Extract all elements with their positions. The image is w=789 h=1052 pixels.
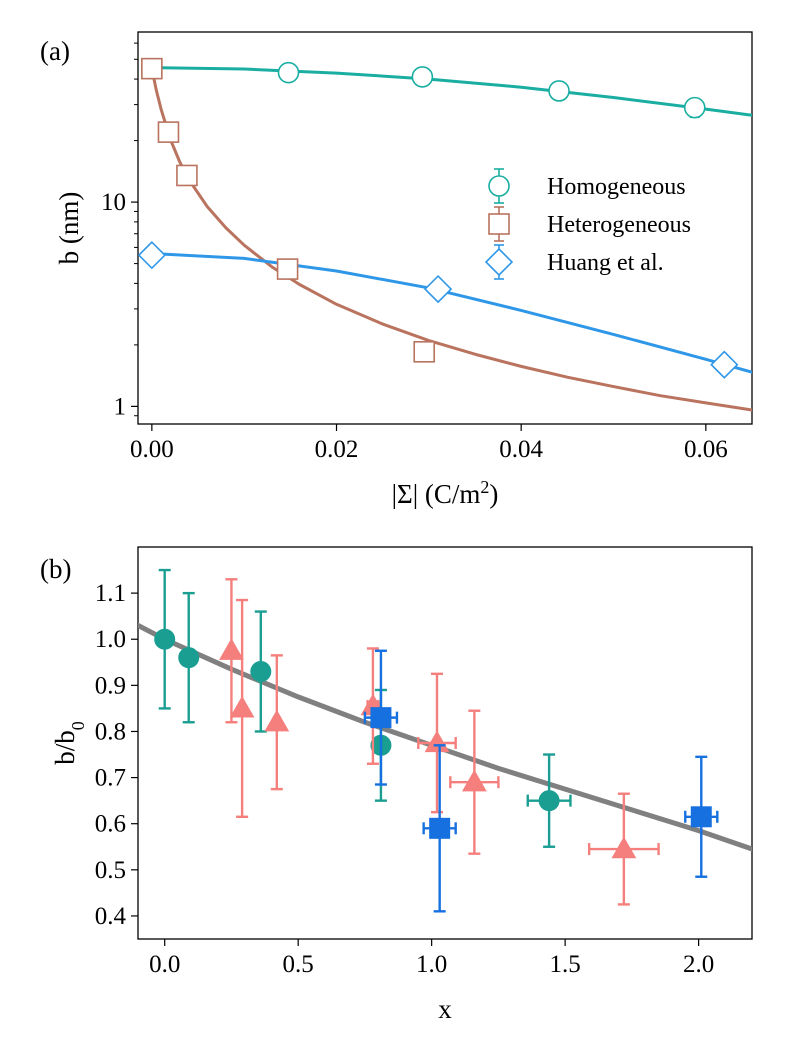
triangle-point: [462, 769, 487, 792]
panel-a-y-ticks: 1 10: [101, 42, 138, 420]
y-tick-label: 0.8: [95, 718, 126, 745]
huang-et-al-point: [423, 274, 453, 304]
fit-curve-huang-et-al: [150, 252, 752, 374]
triangle-point: [264, 709, 290, 732]
panel-b-data-points: [154, 568, 719, 913]
y-tick-label: 0.5: [95, 857, 126, 884]
legend-huang-et-al-marker: [484, 247, 514, 277]
square-point: [429, 817, 451, 839]
homogeneous-point: [411, 66, 434, 88]
fit-curve-heterogeneous: [150, 67, 752, 412]
x-tick-label: 0.02: [315, 436, 359, 463]
panel-b-y-ticks: 0.4 0.5 0.6 0.7 0.8 0.9 1.0 1.1: [95, 580, 138, 930]
heterogeneous-point: [157, 121, 180, 143]
y-tick-label: 1.0: [95, 626, 126, 653]
huang-et-al-point: [710, 350, 739, 379]
heterogeneous-point: [141, 57, 163, 80]
panel-a-data-points: [137, 57, 739, 379]
legend-heterogeneous-label: Heterogeneous: [547, 212, 691, 238]
triangle-point: [424, 730, 450, 753]
legend-homogeneous-marker: [488, 175, 510, 197]
panel-b-x-axis-label: x: [438, 994, 452, 1024]
panel-a-x-ticks: 0.00 0.02 0.04 0.06: [130, 424, 728, 463]
panel-a-label: (a): [40, 36, 70, 66]
panel-a-x-axis-label: |Σ| (C/m2): [392, 477, 499, 509]
panel-b-x-ticks: 0.0 0.5 1.0 1.5 2.0: [149, 939, 714, 978]
panel-b-frame: [137, 546, 753, 940]
heterogeneous-point: [276, 258, 299, 280]
panel-a-legend: Homogeneous Heterogeneous Huang et al.: [484, 168, 691, 280]
panel-a-y-axis-label: b (nm): [54, 192, 84, 265]
x-tick-label: 1.0: [416, 951, 447, 978]
circle-point: [250, 661, 272, 683]
y-tick-label: 10: [101, 189, 126, 216]
circle-point: [178, 647, 200, 669]
panel-a-fit-curves: [150, 66, 752, 412]
panel-b-y-axis-label: b/b0: [50, 721, 88, 765]
x-tick-label: 0.06: [684, 436, 728, 463]
x-tick-label: 0.5: [283, 951, 314, 978]
triangle-point: [219, 638, 244, 660]
y-tick-label: 0.7: [95, 765, 126, 792]
legend-homogeneous-label: Homogeneous: [547, 174, 686, 200]
homogeneous-point: [548, 80, 570, 102]
panel-b: (b) 0.0 0.5 1.0 1.5 2.0 0.4 0.5 0.6 0.7 0.8 0.9 1.…: [40, 546, 753, 1024]
y-tick-label: 0.9: [95, 672, 126, 699]
legend-huang-et-al-label: Huang et al.: [547, 250, 664, 276]
heterogeneous-point: [176, 164, 198, 187]
fit-curve-homogeneous: [150, 66, 752, 117]
x-tick-label: 0.04: [499, 436, 543, 463]
panel-a: (a) 0.00 0.02 0.04 0.06 1 10 Homogeneous Hete…: [40, 31, 753, 509]
y-tick-label: 1.1: [95, 580, 126, 607]
circle-point: [538, 790, 560, 812]
x-tick-label: 0.0: [149, 951, 180, 978]
x-tick-label: 0.00: [130, 436, 174, 463]
y-tick-label: 0.6: [95, 811, 126, 838]
circle-point: [154, 628, 176, 650]
homogeneous-point: [683, 96, 706, 119]
huang-et-al-point: [137, 241, 166, 270]
panel-b-label: (b): [40, 554, 71, 584]
x-tick-label: 2.0: [683, 951, 714, 978]
square-point: [690, 806, 712, 828]
heterogeneous-point: [413, 341, 436, 363]
triangle-point: [229, 695, 255, 718]
square-point: [370, 707, 392, 729]
x-tick-label: 1.5: [550, 951, 581, 978]
y-tick-label: 1: [114, 393, 127, 420]
triangle-point: [611, 836, 637, 859]
legend-heterogeneous-marker: [488, 213, 510, 235]
homogeneous-point: [277, 61, 300, 84]
panel-a-frame: [137, 31, 753, 425]
y-tick-label: 0.4: [95, 903, 127, 930]
